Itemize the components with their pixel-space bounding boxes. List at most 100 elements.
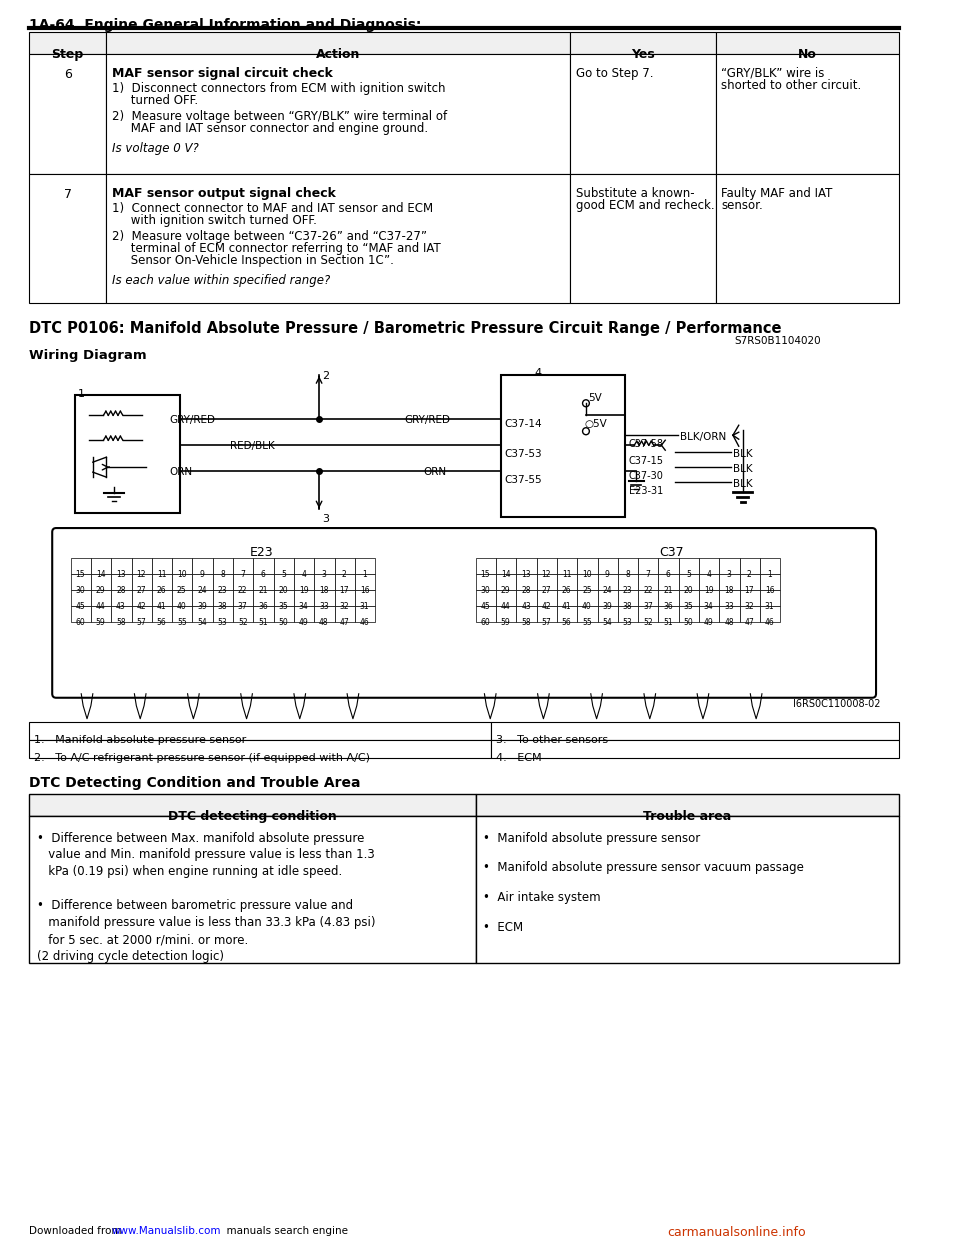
Bar: [314, 606, 334, 622]
Text: 31: 31: [765, 602, 775, 611]
Text: 43: 43: [521, 602, 531, 611]
Text: Trouble area: Trouble area: [643, 810, 732, 822]
Text: C37-30: C37-30: [629, 471, 663, 481]
Bar: [29, 794, 476, 816]
Bar: [29, 816, 476, 964]
Text: 10: 10: [177, 570, 186, 579]
Bar: [597, 558, 618, 574]
Bar: [253, 558, 274, 574]
Bar: [132, 558, 152, 574]
Bar: [597, 574, 618, 590]
Text: 23: 23: [218, 586, 228, 595]
Text: Sensor On-Vehicle Inspection in Section 1C”.: Sensor On-Vehicle Inspection in Section …: [112, 253, 394, 267]
Bar: [618, 558, 638, 574]
Text: 26: 26: [562, 586, 571, 595]
Text: 9: 9: [200, 570, 204, 579]
Text: 21: 21: [258, 586, 268, 595]
Text: 48: 48: [319, 617, 328, 627]
Text: 40: 40: [177, 602, 186, 611]
Bar: [213, 558, 233, 574]
Bar: [537, 558, 557, 574]
Bar: [172, 606, 192, 622]
Bar: [659, 574, 679, 590]
Text: 47: 47: [745, 617, 755, 627]
Bar: [679, 574, 699, 590]
Text: 58: 58: [521, 617, 531, 627]
Bar: [192, 558, 213, 574]
Bar: [152, 558, 172, 574]
Bar: [355, 606, 375, 622]
Text: 33: 33: [319, 602, 328, 611]
Bar: [719, 574, 740, 590]
Bar: [557, 574, 577, 590]
Bar: [638, 606, 659, 622]
Text: 7: 7: [645, 570, 650, 579]
Text: MAF and IAT sensor connector and engine ground.: MAF and IAT sensor connector and engine …: [112, 122, 428, 135]
Bar: [719, 606, 740, 622]
Bar: [740, 574, 760, 590]
Text: 39: 39: [602, 602, 612, 611]
Text: 59: 59: [501, 617, 511, 627]
Bar: [355, 590, 375, 606]
Text: 49: 49: [704, 617, 713, 627]
Bar: [597, 606, 618, 622]
Bar: [334, 558, 355, 574]
Text: 24: 24: [197, 586, 207, 595]
Text: good ECM and recheck.: good ECM and recheck.: [576, 199, 715, 211]
Text: 46: 46: [765, 617, 775, 627]
Text: 13: 13: [521, 570, 531, 579]
Text: 18: 18: [319, 586, 328, 595]
Bar: [107, 174, 570, 303]
Bar: [570, 174, 715, 303]
Text: Go to Step 7.: Go to Step 7.: [576, 67, 654, 79]
Text: 52: 52: [643, 617, 653, 627]
Text: ○5V: ○5V: [584, 420, 607, 430]
Text: 37: 37: [643, 602, 653, 611]
Text: •  Difference between Max. manifold absolute pressure: • Difference between Max. manifold absol…: [36, 831, 364, 845]
Text: Downloaded from: Downloaded from: [29, 1226, 125, 1236]
Bar: [618, 574, 638, 590]
Text: 14: 14: [96, 570, 106, 579]
Text: 53: 53: [218, 617, 228, 627]
Text: 13: 13: [116, 570, 126, 579]
Text: 1: 1: [79, 389, 85, 399]
Bar: [537, 606, 557, 622]
Text: •  Manifold absolute pressure sensor vacuum passage: • Manifold absolute pressure sensor vacu…: [484, 862, 804, 874]
Text: 10: 10: [582, 570, 591, 579]
Text: I6RS0C110008-02: I6RS0C110008-02: [793, 699, 880, 709]
Bar: [192, 606, 213, 622]
Bar: [294, 558, 314, 574]
Text: 45: 45: [76, 602, 85, 611]
Text: 12: 12: [136, 570, 146, 579]
Text: C37-53: C37-53: [505, 450, 542, 460]
Bar: [659, 558, 679, 574]
Text: MAF sensor signal circuit check: MAF sensor signal circuit check: [112, 67, 333, 79]
Text: 28: 28: [521, 586, 531, 595]
Bar: [29, 740, 492, 758]
Bar: [294, 590, 314, 606]
Text: 50: 50: [278, 617, 288, 627]
Bar: [91, 574, 111, 590]
Text: 35: 35: [684, 602, 693, 611]
Bar: [618, 590, 638, 606]
Bar: [29, 174, 107, 303]
Bar: [570, 32, 715, 53]
Text: 3: 3: [322, 570, 326, 579]
Bar: [152, 574, 172, 590]
Text: 6: 6: [665, 570, 671, 579]
Text: 9: 9: [605, 570, 610, 579]
Text: RED/BLK: RED/BLK: [230, 441, 275, 451]
Text: 48: 48: [724, 617, 733, 627]
Bar: [719, 558, 740, 574]
Bar: [537, 574, 557, 590]
Bar: [107, 53, 570, 174]
Bar: [253, 590, 274, 606]
Bar: [740, 606, 760, 622]
Bar: [492, 722, 900, 740]
Text: Step: Step: [52, 48, 84, 61]
Bar: [715, 53, 900, 174]
Text: 36: 36: [663, 602, 673, 611]
Text: 28: 28: [116, 586, 126, 595]
Text: 4: 4: [707, 570, 711, 579]
Bar: [557, 558, 577, 574]
